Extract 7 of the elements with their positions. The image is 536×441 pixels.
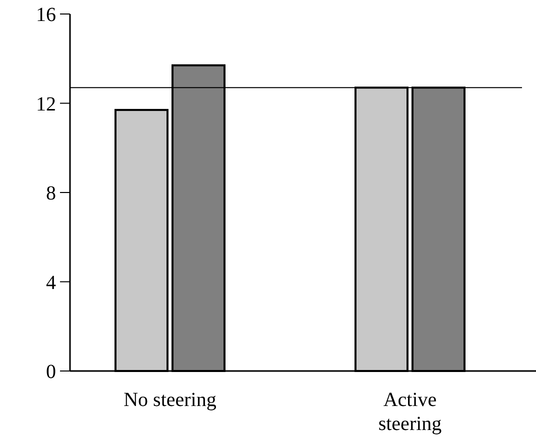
y-tick-label: 0 (46, 361, 56, 383)
x-tick-label: Active steering (378, 389, 442, 435)
y-tick-label: 16 (36, 4, 56, 26)
x-tick-label: No steering (124, 389, 216, 411)
y-tick-label: 4 (46, 272, 56, 294)
y-tick-label: 8 (46, 182, 56, 204)
y-tick-label: 12 (36, 93, 56, 116)
